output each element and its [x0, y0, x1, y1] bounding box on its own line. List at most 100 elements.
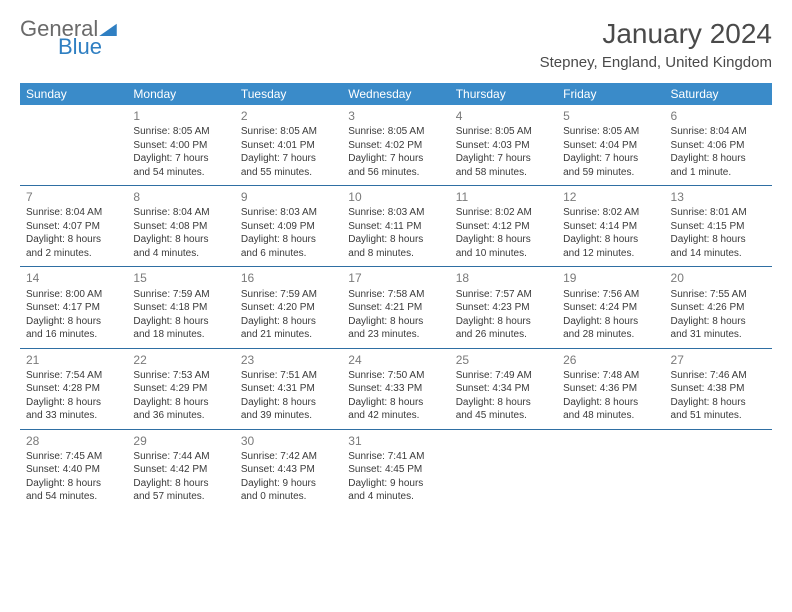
day-header: Monday	[127, 83, 234, 105]
day-cell: 23Sunrise: 7:51 AMSunset: 4:31 PMDayligh…	[235, 348, 342, 429]
day-number: 14	[26, 270, 121, 286]
day-number: 20	[671, 270, 766, 286]
sunset-text: Sunset: 4:42 PM	[133, 463, 228, 477]
day-number: 30	[241, 433, 336, 449]
daylight-text: and 23 minutes.	[348, 328, 443, 342]
daylight-text: Daylight: 9 hours	[348, 477, 443, 491]
sunset-text: Sunset: 4:03 PM	[456, 139, 551, 153]
sunrise-text: Sunrise: 8:05 AM	[563, 125, 658, 139]
daylight-text: Daylight: 8 hours	[241, 396, 336, 410]
daylight-text: Daylight: 8 hours	[348, 396, 443, 410]
day-cell: 27Sunrise: 7:46 AMSunset: 4:38 PMDayligh…	[665, 348, 772, 429]
daylight-text: and 36 minutes.	[133, 409, 228, 423]
title-block: January 2024 Stepney, England, United Ki…	[540, 18, 772, 71]
sunset-text: Sunset: 4:15 PM	[671, 220, 766, 234]
day-number: 18	[456, 270, 551, 286]
sunset-text: Sunset: 4:02 PM	[348, 139, 443, 153]
sunset-text: Sunset: 4:40 PM	[26, 463, 121, 477]
sunrise-text: Sunrise: 8:05 AM	[133, 125, 228, 139]
daylight-text: Daylight: 8 hours	[671, 315, 766, 329]
sunset-text: Sunset: 4:18 PM	[133, 301, 228, 315]
daylight-text: and 0 minutes.	[241, 490, 336, 504]
daylight-text: Daylight: 7 hours	[563, 152, 658, 166]
sunrise-text: Sunrise: 8:01 AM	[671, 206, 766, 220]
day-cell: 16Sunrise: 7:59 AMSunset: 4:20 PMDayligh…	[235, 267, 342, 348]
daylight-text: and 16 minutes.	[26, 328, 121, 342]
sunset-text: Sunset: 4:34 PM	[456, 382, 551, 396]
day-number: 4	[456, 108, 551, 124]
daylight-text: Daylight: 8 hours	[348, 315, 443, 329]
day-cell: 25Sunrise: 7:49 AMSunset: 4:34 PMDayligh…	[450, 348, 557, 429]
daylight-text: and 8 minutes.	[348, 247, 443, 261]
day-header: Sunday	[20, 83, 127, 105]
daylight-text: and 56 minutes.	[348, 166, 443, 180]
sunrise-text: Sunrise: 7:48 AM	[563, 369, 658, 383]
day-cell: 18Sunrise: 7:57 AMSunset: 4:23 PMDayligh…	[450, 267, 557, 348]
sunset-text: Sunset: 4:14 PM	[563, 220, 658, 234]
sunset-text: Sunset: 4:06 PM	[671, 139, 766, 153]
day-cell: 8Sunrise: 8:04 AMSunset: 4:08 PMDaylight…	[127, 186, 234, 267]
day-number: 12	[563, 189, 658, 205]
sunset-text: Sunset: 4:20 PM	[241, 301, 336, 315]
daylight-text: and 33 minutes.	[26, 409, 121, 423]
sunset-text: Sunset: 4:21 PM	[348, 301, 443, 315]
week-row: 28Sunrise: 7:45 AMSunset: 4:40 PMDayligh…	[20, 429, 772, 510]
sunset-text: Sunset: 4:11 PM	[348, 220, 443, 234]
day-header: Saturday	[665, 83, 772, 105]
day-number: 9	[241, 189, 336, 205]
sunrise-text: Sunrise: 8:03 AM	[348, 206, 443, 220]
location: Stepney, England, United Kingdom	[540, 54, 772, 71]
day-number: 7	[26, 189, 121, 205]
daylight-text: and 54 minutes.	[133, 166, 228, 180]
day-number: 22	[133, 352, 228, 368]
daylight-text: Daylight: 8 hours	[456, 396, 551, 410]
daylight-text: Daylight: 8 hours	[26, 477, 121, 491]
daylight-text: Daylight: 8 hours	[26, 233, 121, 247]
month-title: January 2024	[540, 18, 772, 50]
sunrise-text: Sunrise: 7:53 AM	[133, 369, 228, 383]
daylight-text: and 57 minutes.	[133, 490, 228, 504]
sunrise-text: Sunrise: 7:42 AM	[241, 450, 336, 464]
sunrise-text: Sunrise: 8:02 AM	[456, 206, 551, 220]
daylight-text: and 14 minutes.	[671, 247, 766, 261]
day-cell: 11Sunrise: 8:02 AMSunset: 4:12 PMDayligh…	[450, 186, 557, 267]
day-number: 3	[348, 108, 443, 124]
day-header: Friday	[557, 83, 664, 105]
daylight-text: and 4 minutes.	[133, 247, 228, 261]
sunrise-text: Sunrise: 8:04 AM	[671, 125, 766, 139]
sunset-text: Sunset: 4:43 PM	[241, 463, 336, 477]
daylight-text: and 58 minutes.	[456, 166, 551, 180]
day-cell: 21Sunrise: 7:54 AMSunset: 4:28 PMDayligh…	[20, 348, 127, 429]
day-cell: 29Sunrise: 7:44 AMSunset: 4:42 PMDayligh…	[127, 429, 234, 510]
day-cell	[557, 429, 664, 510]
day-number: 26	[563, 352, 658, 368]
day-cell: 5Sunrise: 8:05 AMSunset: 4:04 PMDaylight…	[557, 105, 664, 186]
sunrise-text: Sunrise: 7:58 AM	[348, 288, 443, 302]
daylight-text: Daylight: 8 hours	[456, 233, 551, 247]
day-cell: 15Sunrise: 7:59 AMSunset: 4:18 PMDayligh…	[127, 267, 234, 348]
daylight-text: and 51 minutes.	[671, 409, 766, 423]
day-number: 11	[456, 189, 551, 205]
day-cell: 13Sunrise: 8:01 AMSunset: 4:15 PMDayligh…	[665, 186, 772, 267]
day-cell	[450, 429, 557, 510]
daylight-text: and 18 minutes.	[133, 328, 228, 342]
day-cell: 1Sunrise: 8:05 AMSunset: 4:00 PMDaylight…	[127, 105, 234, 186]
sunset-text: Sunset: 4:28 PM	[26, 382, 121, 396]
sunset-text: Sunset: 4:07 PM	[26, 220, 121, 234]
daylight-text: Daylight: 8 hours	[133, 396, 228, 410]
daylight-text: Daylight: 8 hours	[348, 233, 443, 247]
sunrise-text: Sunrise: 8:05 AM	[348, 125, 443, 139]
day-number: 28	[26, 433, 121, 449]
day-number: 17	[348, 270, 443, 286]
day-number: 19	[563, 270, 658, 286]
sunset-text: Sunset: 4:24 PM	[563, 301, 658, 315]
day-cell: 30Sunrise: 7:42 AMSunset: 4:43 PMDayligh…	[235, 429, 342, 510]
daylight-text: and 42 minutes.	[348, 409, 443, 423]
day-cell: 4Sunrise: 8:05 AMSunset: 4:03 PMDaylight…	[450, 105, 557, 186]
day-number: 21	[26, 352, 121, 368]
daylight-text: Daylight: 7 hours	[241, 152, 336, 166]
sunrise-text: Sunrise: 8:04 AM	[133, 206, 228, 220]
day-number: 31	[348, 433, 443, 449]
week-row: 14Sunrise: 8:00 AMSunset: 4:17 PMDayligh…	[20, 267, 772, 348]
daylight-text: Daylight: 8 hours	[671, 233, 766, 247]
